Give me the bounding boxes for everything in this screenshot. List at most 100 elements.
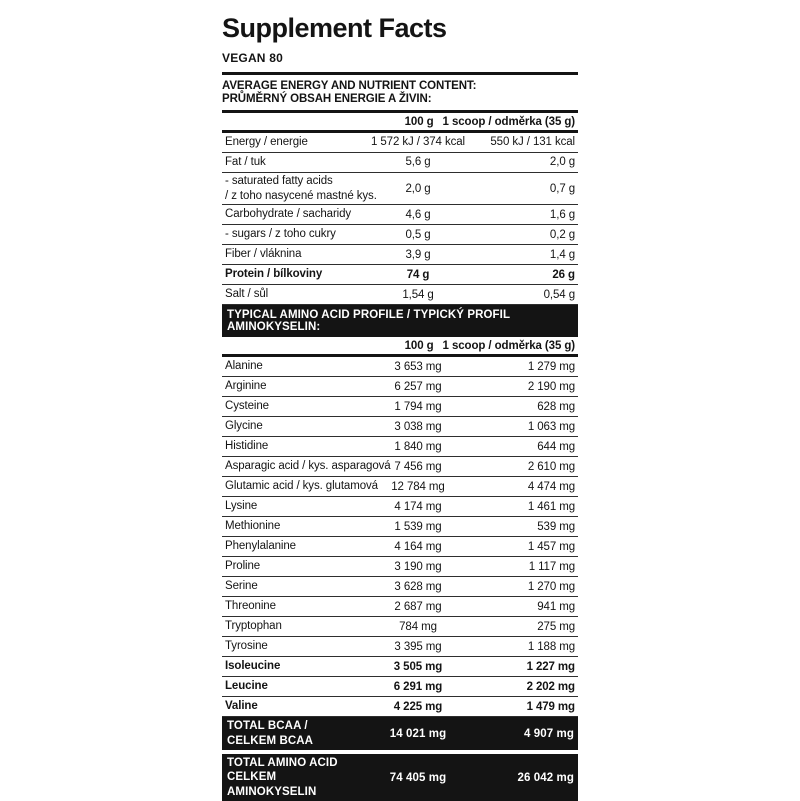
page-title: Supplement Facts [222, 13, 447, 43]
row-value-per-100g: 3 505 mg [393, 660, 443, 673]
row-value-per-100g: 7 456 mg [394, 460, 442, 473]
nutrition-heading-en: AVERAGE ENERGY AND NUTRIENT CONTENT: [222, 79, 477, 92]
row-value-per-scoop: 1 227 mg [526, 660, 576, 673]
amino-acid-row: Histidine 1 840 mg 644 mg [222, 437, 578, 458]
row-label: Fat / tuk [225, 155, 266, 168]
total-amino-per-scoop: 26 042 mg [517, 771, 574, 784]
row-value-per-100g: 1 539 mg [394, 520, 442, 533]
row-value-per-scoop: 275 mg [537, 620, 575, 633]
nutrient-row: Carbohydrate / sacharidy 4,6 g 1,6 g [222, 205, 578, 226]
row-value-per-scoop: 1 063 mg [527, 420, 575, 433]
row-label: Lysine [225, 500, 258, 513]
row-label: Salt / sůl [225, 288, 269, 301]
row-value-per-scoop: 941 mg [537, 600, 575, 613]
divider [222, 129, 578, 133]
nutrition-table: Energy / energie 1 572 kJ / 374 kcal 550 k… [222, 133, 578, 306]
nutrition-heading-cs: PRŮMĚRNÝ OBSAH ENERGIE A ŽIVIN: [222, 93, 432, 106]
total-amino-row: TOTAL AMINO ACID CELKEM AMINOKYSELIN 74 … [222, 754, 578, 801]
row-value-per-100g: 6 257 mg [394, 380, 442, 393]
row-value-per-100g: 4,6 g [405, 208, 431, 221]
row-value-per-100g: 4 174 mg [394, 500, 442, 513]
amino-acid-row: Serine 3 628 mg 1 270 mg [222, 577, 578, 598]
amino-acid-row: Glycine 3 038 mg 1 063 mg [222, 417, 578, 438]
row-label: Valine [225, 700, 258, 713]
amino-section-heading: TYPICAL AMINO ACID PROFILE / TYPICKÝ PRO… [222, 305, 578, 338]
row-value-per-100g: 3 395 mg [394, 640, 442, 653]
amino-acid-row: Tryptophan 784 mg 275 mg [222, 617, 578, 638]
row-label: Glycine [225, 420, 263, 433]
row-label: Phenylalanine [225, 540, 296, 553]
amino-table: Alanine 3 653 mg 1 279 mg Arginine 6 257 mg 2… [222, 357, 578, 718]
row-label: Histidine [225, 440, 269, 453]
amino-acid-row: Asparagic acid / kys. asparagová 7 456 mg… [222, 457, 578, 478]
amino-column-header: 100 g 1 scoop / odměrka (35 g) [222, 337, 578, 354]
amino-acid-row: Leucine 6 291 mg 2 202 mg [222, 677, 578, 698]
row-value-per-100g: 2 687 mg [394, 600, 442, 613]
column-per-scoop: 1 scoop / odměrka (35 g) [442, 340, 576, 353]
nutrient-row: - saturated fatty acids / z toho nasycené… [222, 173, 578, 206]
row-value-per-100g: 5,6 g [405, 156, 431, 169]
row-label: - saturated fatty acids / z toho nasycené… [225, 174, 377, 202]
row-value-per-scoop: 0,2 g [549, 228, 575, 241]
amino-acid-row: Methionine 1 539 mg 539 mg [222, 517, 578, 538]
row-label: Cysteine [225, 400, 269, 413]
nutrition-column-header: 100 g 1 scoop / odměrka (35 g) [222, 113, 578, 130]
row-value-per-100g: 4 164 mg [394, 540, 442, 553]
divider [222, 71, 578, 75]
amino-acid-row: Tyrosine 3 395 mg 1 188 mg [222, 637, 578, 658]
divider [222, 109, 578, 113]
row-value-per-100g: 1 840 mg [394, 440, 442, 453]
row-value-per-scoop: 26 g [552, 268, 575, 281]
row-value-per-scoop: 2 190 mg [527, 380, 575, 393]
total-bcaa-per-scoop: 4 907 mg [523, 727, 574, 740]
amino-acid-row: Arginine 6 257 mg 2 190 mg [222, 377, 578, 398]
row-value-per-100g: 1,54 g [402, 288, 434, 301]
nutrient-row: Fat / tuk 5,6 g 2,0 g [222, 153, 578, 173]
row-label: Fiber / vláknina [225, 248, 302, 261]
total-amino-per-100g: 74 405 mg [389, 771, 447, 784]
row-value-per-scoop: 1 270 mg [527, 580, 575, 593]
row-value-per-100g: 4 225 mg [393, 700, 443, 713]
row-value-per-scoop: 2 202 mg [526, 680, 576, 693]
row-value-per-100g: 1 572 kJ / 374 kcal [371, 136, 465, 149]
amino-acid-row: Isoleucine 3 505 mg 1 227 mg [222, 657, 578, 678]
amino-acid-row: Alanine 3 653 mg 1 279 mg [222, 357, 578, 378]
row-value-per-scoop: 0,54 g [543, 288, 575, 301]
nutrient-row: Protein / bílkoviny 74 g 26 g [222, 265, 578, 286]
row-value-per-100g: 3 653 mg [394, 360, 442, 373]
amino-acid-row: Cysteine 1 794 mg 628 mg [222, 397, 578, 418]
divider [222, 750, 578, 754]
amino-acid-row: Threonine 2 687 mg 941 mg [222, 597, 578, 618]
row-value-per-100g: 2,0 g [405, 182, 431, 195]
row-value-per-scoop: 1,6 g [549, 208, 575, 221]
row-value-per-scoop: 2 610 mg [527, 460, 575, 473]
row-value-per-scoop: 1 117 mg [528, 560, 575, 573]
row-value-per-scoop: 550 kJ / 131 kcal [490, 136, 575, 149]
row-label: Isoleucine [225, 660, 281, 673]
row-value-per-100g: 3 038 mg [394, 420, 442, 433]
row-label: Leucine [225, 680, 268, 693]
row-value-per-scoop: 0,7 g [549, 182, 575, 195]
row-value-per-scoop: 1 188 mg [527, 640, 575, 653]
column-per-100g: 100 g [404, 340, 434, 353]
row-label: - sugars / z toho cukry [225, 228, 336, 241]
row-value-per-100g: 0,5 g [405, 228, 431, 241]
column-per-scoop: 1 scoop / odměrka (35 g) [442, 115, 576, 128]
row-value-per-scoop: 1 461 mg [527, 500, 575, 513]
amino-acid-row: Lysine 4 174 mg 1 461 mg [222, 497, 578, 518]
total-amino-label-cs: CELKEM AMINOKYSELIN [227, 771, 317, 798]
row-label: Tyrosine [225, 640, 268, 653]
row-value-per-scoop: 1,4 g [549, 248, 575, 261]
row-value-per-100g: 3,9 g [405, 248, 431, 261]
total-amino-label: TOTAL AMINO ACID CELKEM AMINOKYSELIN [227, 756, 353, 799]
row-value-per-100g: 3 628 mg [394, 580, 442, 593]
row-label: Methionine [225, 520, 281, 533]
row-label: Glutamic acid / kys. glutamová [225, 480, 378, 493]
row-value-per-scoop: 2,0 g [549, 156, 575, 169]
row-value-per-100g: 784 mg [399, 620, 437, 633]
row-value-per-100g: 1 794 mg [394, 400, 442, 413]
nutrient-row: Energy / energie 1 572 kJ / 374 kcal 550 k… [222, 133, 578, 153]
row-value-per-scoop: 1 279 mg [527, 360, 575, 373]
nutrient-row: - sugars / z toho cukry 0,5 g 0,2 g [222, 225, 578, 246]
nutrient-row: Salt / sůl 1,54 g 0,54 g [222, 285, 578, 306]
